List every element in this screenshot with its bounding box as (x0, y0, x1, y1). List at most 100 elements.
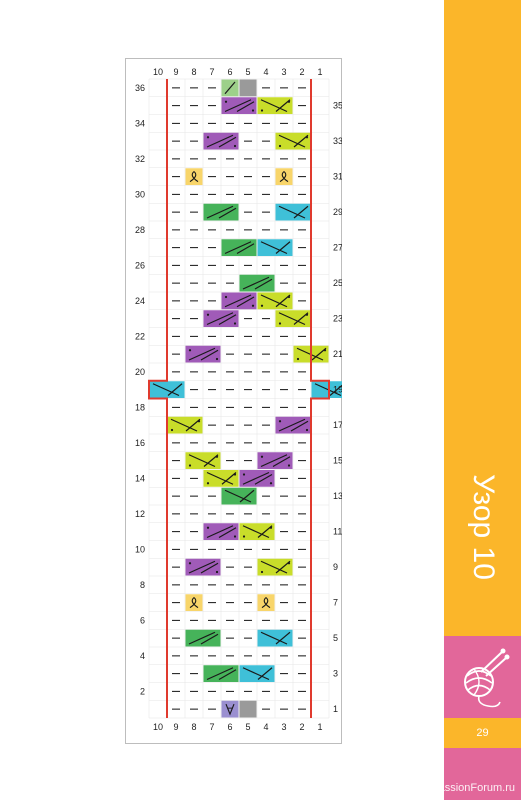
row-number-right: 35 (333, 101, 342, 111)
row-number-right: 1 (333, 704, 338, 714)
symbol-stroke (329, 384, 342, 396)
stitch-none (239, 79, 257, 97)
symbol-stroke (218, 527, 237, 539)
symbol-stroke (275, 241, 291, 254)
chart-frame (125, 58, 342, 744)
symbol-dot (305, 136, 309, 139)
column-number-top: 8 (191, 67, 196, 77)
symbol-stroke (260, 241, 288, 255)
symbol-stroke (260, 294, 288, 308)
symbol-stroke (236, 101, 255, 113)
symbol-loop (261, 596, 271, 609)
symbol-dot (170, 428, 174, 432)
symbol-stroke (206, 134, 234, 148)
knitting-chart: 1010998877665544332211363432302826242220… (135, 67, 342, 732)
symbol-dot (197, 420, 201, 423)
symbol-stroke (254, 278, 273, 290)
symbol-dot (305, 428, 309, 432)
symbol-dot (287, 100, 291, 103)
pattern-title: Узор 10 (467, 474, 500, 580)
symbol-dot (224, 295, 228, 299)
row-number-right: 29 (333, 207, 342, 217)
row-number-left: 16 (135, 438, 145, 448)
column-number-bottom: 9 (173, 722, 178, 732)
symbol-dot (260, 455, 264, 458)
symbol-dot (206, 482, 210, 485)
symbol-dot (287, 295, 291, 299)
row-number-right: 3 (333, 669, 338, 679)
row-number-right: 25 (333, 278, 342, 288)
row-number-left: 30 (135, 189, 145, 199)
symbol-dot (242, 535, 246, 538)
row-number-right: 23 (333, 314, 342, 324)
right-band: Узор 10 29 (444, 0, 521, 800)
column-number-bottom: 5 (245, 722, 250, 732)
column-number-bottom: 10 (153, 722, 163, 732)
symbol-dot (242, 473, 246, 476)
column-number-top: 10 (153, 67, 163, 77)
symbol-stroke (224, 489, 252, 503)
symbol-dot (233, 473, 237, 476)
symbol-stroke (260, 99, 288, 113)
symbol-stroke (218, 207, 237, 219)
symbol-stroke (224, 99, 252, 113)
symbol-stroke (218, 314, 237, 326)
symbol-v (225, 703, 235, 716)
row-number-right: 33 (333, 136, 342, 146)
symbol-dot (206, 313, 210, 316)
column-number-bottom: 2 (299, 722, 304, 732)
page-number-strip: 29 (444, 718, 521, 748)
symbol-stroke (218, 136, 237, 148)
column-number-bottom: 6 (227, 722, 232, 732)
symbol-stroke (275, 99, 291, 112)
symbol-stroke (236, 296, 255, 308)
symbol-stroke (188, 347, 216, 361)
symbol-stroke (185, 418, 201, 432)
symbol-stroke (242, 471, 270, 485)
symbol-stroke (188, 560, 216, 574)
row-number-left: 4 (140, 651, 145, 661)
row-number-right: 11 (333, 527, 342, 537)
symbol-dot (278, 322, 282, 325)
symbol-dot (323, 349, 327, 352)
symbol-stroke (206, 205, 234, 219)
symbol-dot (233, 144, 237, 148)
row-number-right: 9 (333, 562, 338, 572)
column-number-bottom: 3 (281, 722, 286, 732)
symbol-stroke (203, 454, 219, 467)
column-number-top: 3 (281, 67, 286, 77)
symbol-stroke (311, 347, 327, 361)
symbol-dot (206, 136, 210, 139)
symbol-dot (269, 526, 273, 529)
row-number-right: 27 (333, 243, 342, 253)
symbol-stroke (254, 473, 273, 485)
symbol-dot (260, 304, 264, 307)
row-number-left: 6 (140, 615, 145, 625)
symbol-stroke (224, 241, 252, 255)
symbol-stroke (221, 472, 237, 485)
symbol-dot (206, 526, 210, 529)
yarn-emblem-panel (444, 636, 521, 718)
row-number-right: 7 (333, 598, 338, 608)
column-number-top: 1 (317, 67, 322, 77)
symbol-loop (189, 596, 199, 609)
row-number-right: 19 (333, 385, 342, 395)
repeat-border-right (310, 79, 330, 718)
row-number-right: 15 (333, 456, 342, 466)
column-number-top: 4 (263, 67, 268, 77)
symbol-stroke (275, 631, 291, 645)
page-number: 29 (476, 727, 489, 739)
symbol-dot (215, 357, 219, 361)
column-number-bottom: 7 (209, 722, 214, 732)
band-pink-bottom (444, 748, 521, 800)
column-number-bottom: 1 (317, 722, 322, 732)
row-number-left: 8 (140, 580, 145, 590)
symbol-stroke (290, 420, 309, 432)
symbol-dot (233, 322, 237, 325)
symbol-dot (215, 455, 219, 458)
row-number-left: 22 (135, 331, 145, 341)
symbol-dot (188, 349, 192, 352)
symbol-dot (260, 570, 264, 574)
symbol-stroke (206, 525, 234, 539)
row-number-left: 36 (135, 83, 145, 93)
